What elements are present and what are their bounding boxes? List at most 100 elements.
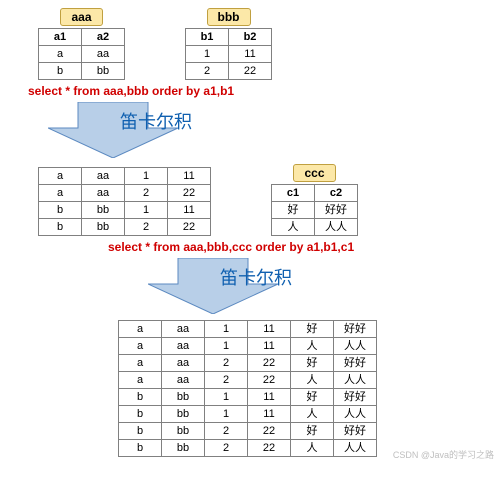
td: bb (162, 440, 205, 457)
td: 好好 (334, 321, 377, 338)
td: 好好 (334, 423, 377, 440)
td: bb (162, 423, 205, 440)
td: bb (162, 389, 205, 406)
th: c1 (272, 185, 315, 202)
table-aaa: a1a2 aaa bbb (38, 28, 125, 80)
top-tables-row: aaa a1a2 aaa bbb bbb b1b2 111 222 (38, 8, 492, 80)
table-aaa-wrap: aaa a1a2 aaa bbb (38, 8, 125, 80)
th: b2 (229, 29, 272, 46)
tag-aaa: aaa (60, 8, 102, 26)
table-bbb-wrap: bbb b1b2 111 222 (185, 8, 272, 80)
td: b (39, 202, 82, 219)
tag-ccc: ccc (293, 164, 335, 182)
td: 人人 (315, 219, 358, 236)
td: 11 (168, 202, 211, 219)
td: a (119, 321, 162, 338)
th: c2 (315, 185, 358, 202)
td: 1 (186, 46, 229, 63)
td: 22 (229, 63, 272, 80)
td: 好 (272, 202, 315, 219)
td: 人人 (334, 372, 377, 389)
td: 好 (291, 389, 334, 406)
td: 1 (205, 321, 248, 338)
td: b (119, 440, 162, 457)
td: aa (82, 185, 125, 202)
td: 2 (186, 63, 229, 80)
td: a (119, 355, 162, 372)
td: 1 (125, 202, 168, 219)
td: 11 (168, 168, 211, 185)
td: b (39, 63, 82, 80)
watermark: CSDN @Java的学习之路 (393, 448, 494, 461)
td: b (39, 219, 82, 236)
td: 2 (125, 185, 168, 202)
td: 人人 (334, 440, 377, 457)
td: aa (82, 168, 125, 185)
td: 2 (205, 423, 248, 440)
td: aa (162, 321, 205, 338)
td: b (119, 423, 162, 440)
td: 22 (168, 219, 211, 236)
td: 2 (205, 440, 248, 457)
arrow-label-1: 笛卡尔积 (118, 108, 194, 134)
sql-statement-1: select * from aaa,bbb order by a1,b1 (28, 84, 492, 98)
td: 人 (291, 406, 334, 423)
arrow-label-2: 笛卡尔积 (218, 264, 294, 290)
table-ccc: c1c2 好好好 人人人 (271, 184, 358, 236)
td: 好 (291, 355, 334, 372)
td: 22 (168, 185, 211, 202)
result-table-1: aaa111 aaa222 bbb111 bbb222 (38, 167, 211, 236)
td: a (119, 338, 162, 355)
td: a (119, 372, 162, 389)
td: 22 (248, 372, 291, 389)
td: 人 (291, 440, 334, 457)
td: 2 (205, 372, 248, 389)
td: 1 (205, 338, 248, 355)
arrow-1: 笛卡尔积 (48, 102, 228, 162)
td: 1 (205, 406, 248, 423)
td: 11 (248, 338, 291, 355)
td: bb (82, 219, 125, 236)
td: b (119, 389, 162, 406)
td: 人 (291, 372, 334, 389)
td: bb (162, 406, 205, 423)
td: 11 (248, 389, 291, 406)
tag-bbb: bbb (207, 8, 251, 26)
td: aa (162, 372, 205, 389)
td: bb (82, 202, 125, 219)
th: a1 (39, 29, 82, 46)
td: 1 (125, 168, 168, 185)
td: 22 (248, 440, 291, 457)
sql-statement-2: select * from aaa,bbb,ccc order by a1,b1… (108, 240, 492, 254)
td: 22 (248, 355, 291, 372)
td: aa (162, 355, 205, 372)
td: 11 (248, 321, 291, 338)
td: a (39, 168, 82, 185)
td: 好好 (334, 355, 377, 372)
td: 11 (229, 46, 272, 63)
td: 人人 (334, 338, 377, 355)
mid-row: aaa111 aaa222 bbb111 bbb222 ccc c1c2 好好好… (8, 164, 492, 236)
table-ccc-wrap: ccc c1c2 好好好 人人人 (271, 164, 358, 236)
td: a (39, 46, 82, 63)
td: 人 (291, 338, 334, 355)
td: 好 (291, 321, 334, 338)
td: 人人 (334, 406, 377, 423)
td: 人 (272, 219, 315, 236)
td: 好好 (315, 202, 358, 219)
th: b1 (186, 29, 229, 46)
th: a2 (82, 29, 125, 46)
td: 2 (125, 219, 168, 236)
table-bbb: b1b2 111 222 (185, 28, 272, 80)
td: aa (162, 338, 205, 355)
td: 1 (205, 389, 248, 406)
td: 好好 (334, 389, 377, 406)
td: bb (82, 63, 125, 80)
td: 11 (248, 406, 291, 423)
td: 好 (291, 423, 334, 440)
td: a (39, 185, 82, 202)
td: b (119, 406, 162, 423)
td: aa (82, 46, 125, 63)
td: 2 (205, 355, 248, 372)
result-table-2: aaa111好好好 aaa111人人人 aaa222好好好 aaa222人人人 … (118, 320, 377, 457)
